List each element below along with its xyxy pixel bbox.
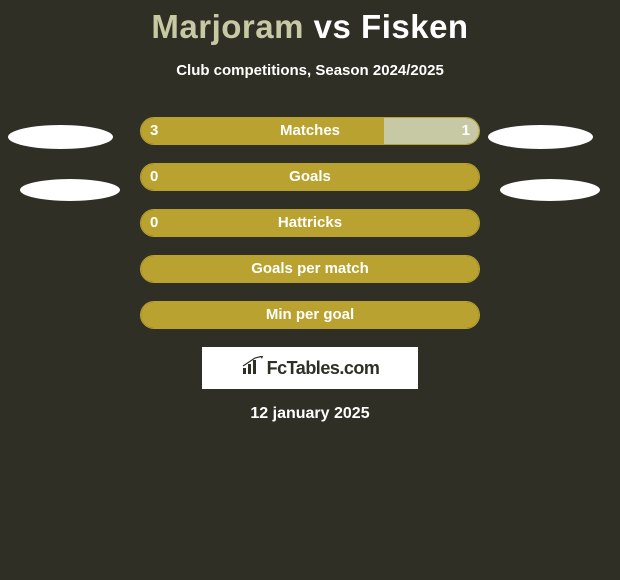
- player2-name: Fisken: [361, 8, 469, 45]
- stat-label: Min per goal: [140, 301, 480, 329]
- subtitle: Club competitions, Season 2024/2025: [0, 62, 620, 79]
- stat-label: Goals: [140, 163, 480, 191]
- logo-chart-icon: [241, 356, 265, 381]
- vs-text: vs: [314, 8, 352, 45]
- stat-row: Min per goal: [0, 301, 620, 329]
- page-title: Marjoram vs Fisken: [0, 0, 620, 46]
- player1-name: Marjoram: [151, 8, 304, 45]
- player-ellipse: [20, 179, 120, 201]
- stat-value-left: 0: [150, 163, 158, 191]
- logo-box: FcTables.com: [202, 347, 418, 389]
- stat-value-right: 1: [140, 117, 470, 145]
- stat-label: Hattricks: [140, 209, 480, 237]
- stat-value-left: 0: [150, 209, 158, 237]
- date-text: 12 january 2025: [0, 405, 620, 423]
- player-ellipse: [500, 179, 600, 201]
- player-ellipse: [8, 125, 113, 149]
- comparison-chart: Matches31Goals0Hattricks0Goals per match…: [0, 117, 620, 329]
- logo-text: FcTables.com: [267, 358, 380, 379]
- stat-row: Hattricks0: [0, 209, 620, 237]
- player-ellipse: [488, 125, 593, 149]
- stat-row: Goals per match: [0, 255, 620, 283]
- stat-label: Goals per match: [140, 255, 480, 283]
